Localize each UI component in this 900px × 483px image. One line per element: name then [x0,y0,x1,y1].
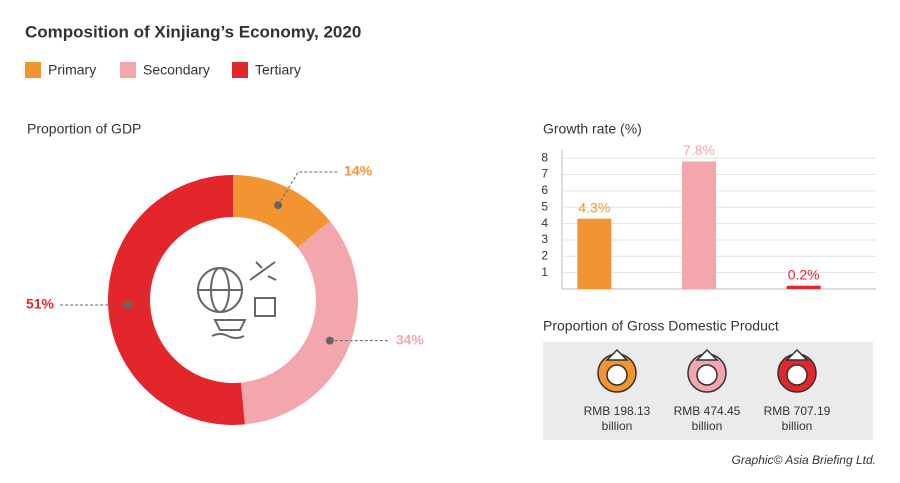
credit: Graphic© Asia Briefing Ltd. [732,453,876,467]
legend-swatch [120,62,136,78]
legend-swatch [232,62,248,78]
chart-title: Proportion of GDP [27,121,141,137]
y-tick-label: 6 [541,183,548,197]
y-tick-label: 1 [541,265,548,279]
coin-roof [695,348,719,361]
donut-hole [150,217,316,383]
value-label: RMB 474.45 billion [673,404,741,433]
coin-roof [605,348,629,361]
data-label: 14% [344,163,373,179]
data-label: 4.3% [578,199,610,215]
bar [786,285,821,289]
legend-label: Tertiary [255,62,301,78]
donut-slice [108,175,245,425]
bar [682,161,716,289]
coin-inner [696,364,718,386]
data-label: 7.8% [683,142,715,158]
y-tick-label: 8 [541,150,548,164]
bar [577,218,612,289]
donut-slice [233,175,331,248]
y-tick-label: 2 [541,248,548,262]
value-label: RMB 707.19 billion [763,404,831,433]
y-tick-label: 4 [541,216,548,230]
coin-roof [785,348,809,361]
center-icon [197,261,277,339]
chart-title: Proportion of Gross Domestic Product [543,318,779,334]
coin-inner [606,364,628,386]
donut-slice [240,221,358,425]
y-tick-label: 3 [541,232,548,246]
data-label: 0.2% [788,266,820,282]
legend-swatch [25,62,41,78]
leader-line [277,171,339,206]
chart-title: Growth rate (%) [543,121,642,137]
page-title: Composition of Xinjiang’s Economy, 2020 [25,22,361,41]
legend-label: Primary [48,62,96,78]
legend-label: Secondary [143,62,210,78]
data-label: 34% [396,331,425,347]
value-label: RMB 198.13 billion [583,404,651,433]
data-label: 51% [26,296,55,312]
coin-inner [786,364,808,386]
y-tick-label: 7 [541,167,548,181]
y-tick-label: 5 [541,199,548,213]
